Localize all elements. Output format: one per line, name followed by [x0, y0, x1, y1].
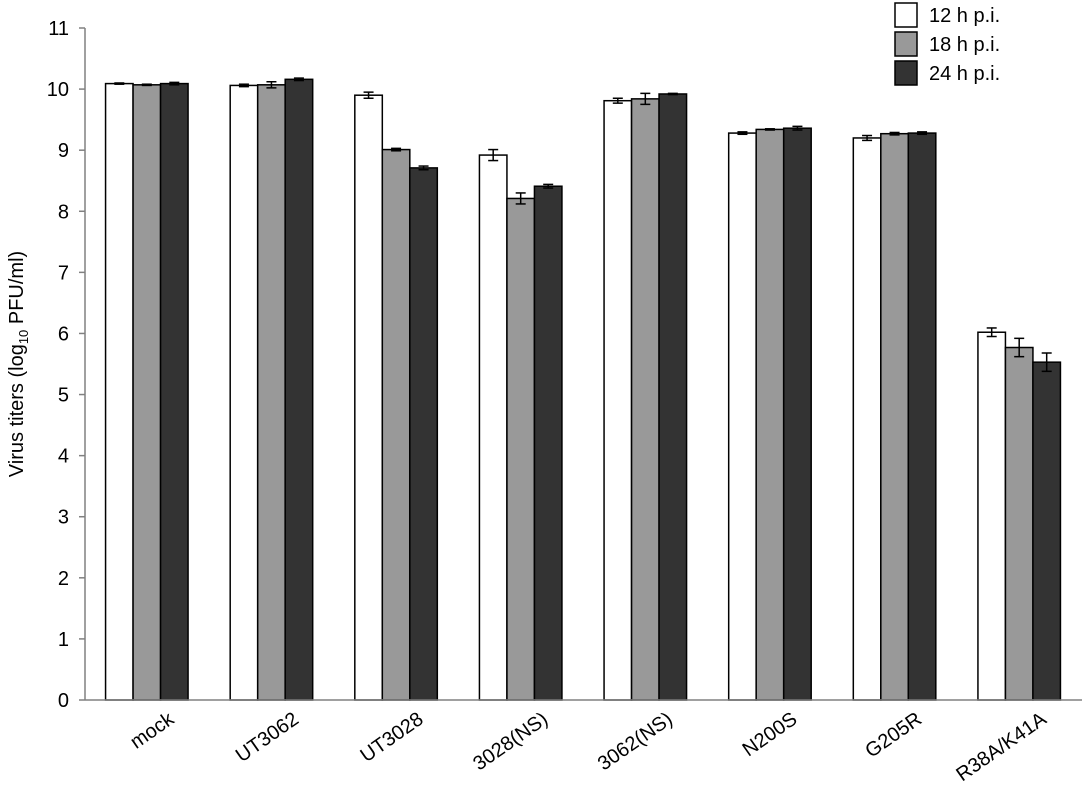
y-tick-label: 9: [58, 140, 69, 162]
y-tick-label: 11: [48, 18, 69, 40]
y-tick-label: 3: [58, 507, 69, 529]
bar-1-0: [229, 84, 259, 701]
bar-6-2: [907, 132, 937, 701]
bar-0-0: [104, 82, 134, 701]
bar-4-2: [658, 93, 688, 701]
bar-4-0: [603, 99, 633, 701]
bar-6-1: [880, 132, 910, 701]
legend-swatch-1: [894, 31, 918, 57]
x-category-label: mock: [126, 708, 179, 754]
bar-5-0: [727, 132, 757, 701]
bar-1-2: [284, 78, 314, 701]
x-category-label: G205R: [861, 708, 926, 762]
bar-2-0: [354, 94, 384, 701]
bar-0-1: [132, 84, 162, 701]
bar-2-2: [409, 167, 439, 701]
y-tick-label: 1: [58, 629, 69, 651]
y-tick-label: 5: [58, 385, 69, 407]
y-tick-label: 8: [58, 201, 69, 223]
plot-area: 0 1 2 3 4 5 6 7 8 9 10 11 mock UT3062 UT3028 3028(NS) 30…: [47, 18, 1082, 786]
bar-1-1: [256, 84, 286, 701]
legend-swatch-2: [894, 60, 918, 86]
y-tick-label: 6: [58, 323, 69, 345]
x-category-label: R38A/K41A: [952, 708, 1051, 786]
legend-swatch-0: [894, 2, 918, 28]
y-tick-label: 7: [58, 262, 69, 284]
legend-label-0: 12 h p.i.: [929, 5, 1000, 27]
bar-3-1: [506, 197, 536, 701]
bar-5-1: [755, 128, 785, 701]
bar-4-1: [630, 98, 660, 701]
y-tick-label: 0: [58, 690, 69, 712]
bar-3-2: [533, 185, 563, 701]
x-category-label: 3028(NS): [469, 708, 552, 775]
bar-2-1: [381, 148, 411, 701]
y-axis-label-suffix: PFU/ml): [6, 251, 28, 330]
bar-0-2: [159, 82, 189, 701]
bar-7-1: [1004, 346, 1034, 701]
x-category-label: UT3062: [232, 708, 303, 767]
y-axis-label: Virus titers (log10 PFU/ml): [6, 251, 31, 477]
y-axis-label-subscript: 10: [16, 330, 31, 344]
bar-3-0: [478, 154, 508, 701]
legend-label-1: 18 h p.i.: [929, 34, 1000, 56]
legend: 12 h p.i. 18 h p.i. 24 h p.i.: [894, 2, 1000, 86]
y-tick-label: 2: [58, 568, 69, 590]
x-category-label: UT3028: [357, 708, 428, 767]
legend-label-2: 24 h p.i.: [929, 63, 1000, 85]
y-axis-label-prefix: Virus titers (log: [6, 344, 28, 477]
y-tick-label: 4: [58, 446, 69, 468]
bar-7-2: [1032, 361, 1062, 701]
x-category-label: 3062(NS): [594, 708, 677, 775]
svg-text:Virus titers (log10 PFU/ml): Virus titers (log10 PFU/ml): [6, 251, 31, 477]
bar-7-0: [977, 331, 1007, 701]
bar-5-2: [782, 127, 812, 701]
x-category-label: N200S: [739, 708, 802, 761]
y-tick-label: 10: [47, 79, 69, 101]
bar-6-0: [852, 137, 882, 701]
